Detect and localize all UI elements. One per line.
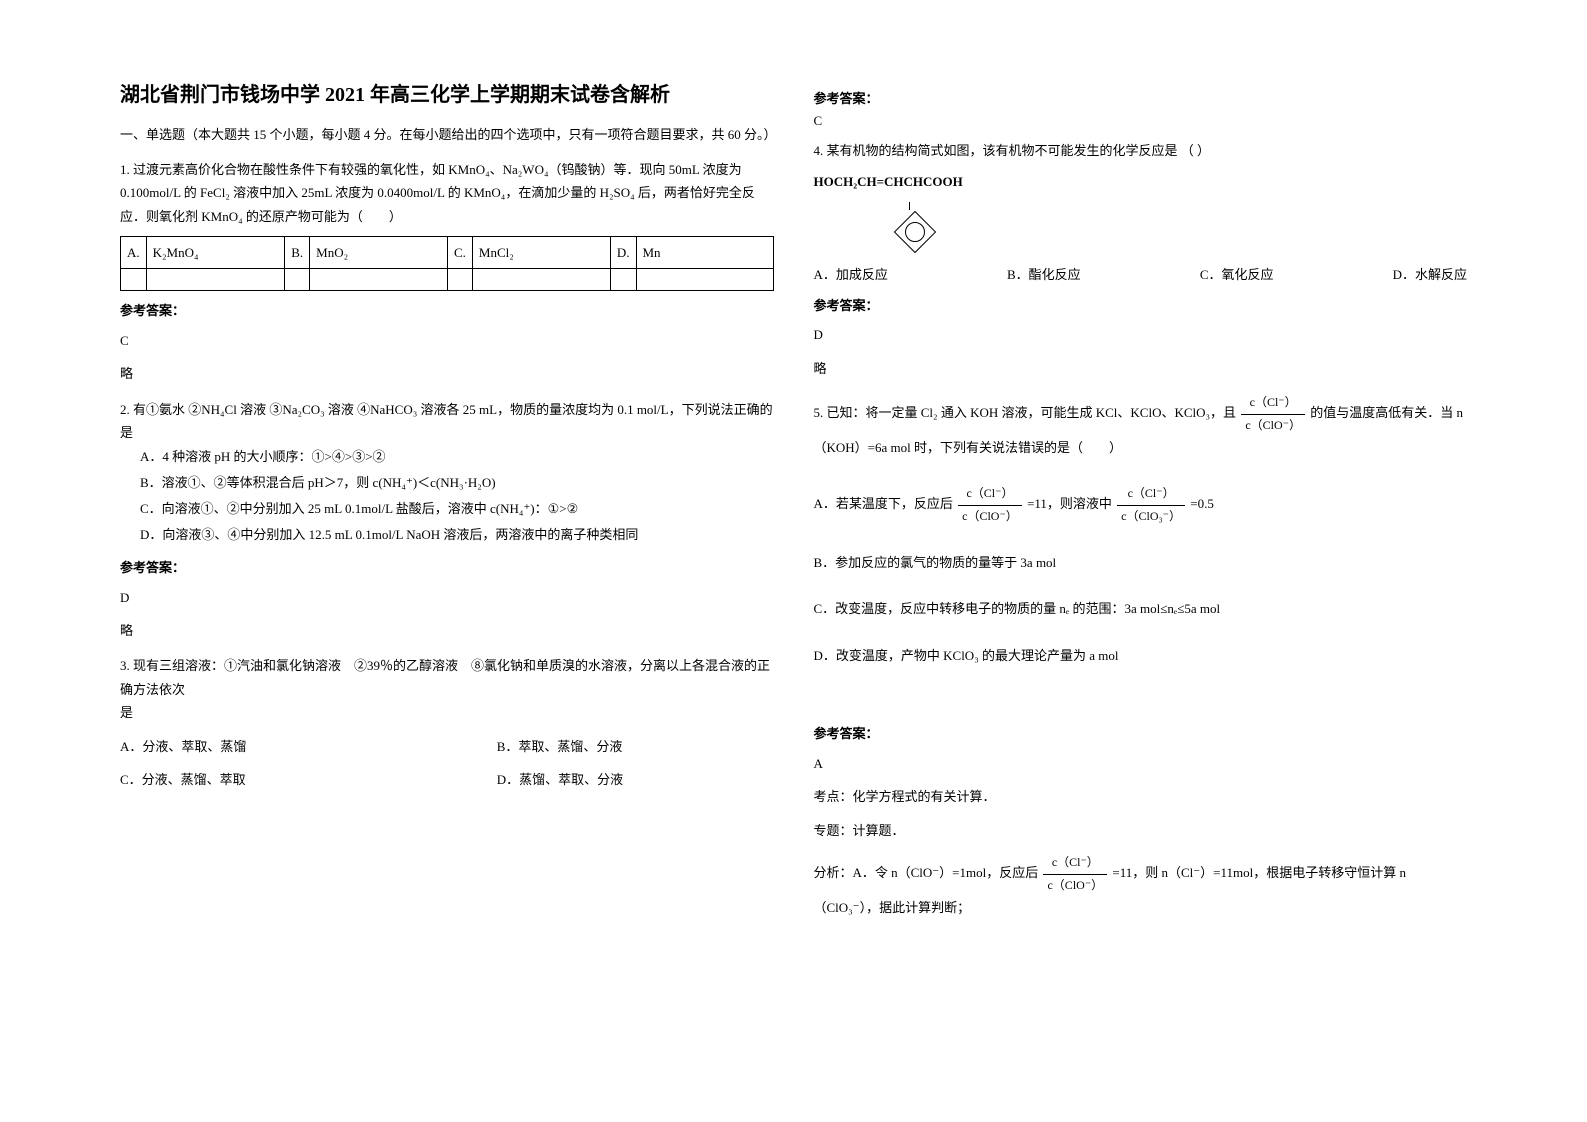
q4-optC: C．氧化反应: [1200, 263, 1274, 286]
fraction: c（Cl⁻） c（ClO⁻）: [1043, 852, 1107, 896]
q3-text2: 是: [120, 701, 774, 724]
frac-num: c（Cl⁻）: [1241, 392, 1305, 415]
cell: MnCl₂: [472, 236, 610, 268]
q5-optB: B．参加反应的氯气的物质的量等于 3a mol: [814, 551, 1468, 574]
q2-optA: A．4 种溶液 pH 的大小顺序：①>④>③>②: [140, 444, 774, 470]
q5-answer: A: [814, 752, 1468, 775]
frac-den: c（ClO⁻）: [1241, 415, 1305, 437]
q4-answer: D: [814, 323, 1468, 346]
question-2: 2. 有①氨水 ②NH₄Cl 溶液 ③Na₂CO₃ 溶液 ④NaHCO₃ 溶液各…: [120, 398, 774, 643]
cell: Mn: [636, 236, 773, 268]
exam-title: 湖北省荆门市钱场中学 2021 年高三化学上学期期末试卷含解析: [120, 80, 774, 110]
q2-explain: 略: [120, 619, 774, 642]
q5-intro: 5. 已知：将一定量 Cl₂ 通入 KOH 溶液，可能生成 KCl、KClO、K…: [814, 392, 1468, 460]
frac-den: c（ClO⁻）: [958, 506, 1022, 528]
frac-den: c（ClO₃⁻）: [1117, 506, 1185, 528]
frac-den: c（ClO⁻）: [1043, 875, 1107, 897]
q4-formula: HOCH₂CH=CHCHCOOH: [814, 174, 963, 189]
cell: A.: [121, 236, 147, 268]
left-column: 湖北省荆门市钱场中学 2021 年高三化学上学期期末试卷含解析 一、单选题（本大…: [100, 80, 794, 1082]
cell: B.: [285, 236, 310, 268]
q1-answer: C: [120, 329, 774, 352]
fraction: c（Cl⁻） c（ClO⁻）: [1241, 392, 1305, 436]
q5-optA-2: =11，则溶液中: [1027, 496, 1112, 511]
q5-optC: C．改变温度，反应中转移电子的物质的量 nₑ 的范围：3a mol≤nₑ≤5a …: [814, 597, 1468, 620]
cell: C.: [447, 236, 472, 268]
answer-label: 参考答案：: [814, 294, 1468, 317]
q1-text: 1. 过渡元素高价化合物在酸性条件下有较强的氧化性，如 KMnO₄、Na₂WO₄…: [120, 158, 774, 228]
q3-options-row1: A．分液、萃取、蒸馏 B．萃取、蒸馏、分液: [120, 735, 774, 758]
answer-label: 参考答案：: [814, 88, 1468, 107]
q5-optA: A．若某温度下，反应后 c（Cl⁻） c（ClO⁻） =11，则溶液中 c（Cl…: [814, 483, 1468, 527]
q5-intro-text: 5. 已知：将一定量 Cl₂ 通入 KOH 溶液，可能生成 KCl、KClO、K…: [814, 405, 1237, 420]
q5-optA-1: A．若某温度下，反应后: [814, 496, 953, 511]
q3-optA: A．分液、萃取、蒸馏: [120, 735, 397, 758]
cell: K₂MnO₄: [146, 236, 285, 268]
q4-options: A．加成反应 B．酯化反应 C．氧化反应 D．水解反应: [814, 263, 1468, 286]
q2-answer: D: [120, 586, 774, 609]
q1-options-table: A. K₂MnO₄ B. MnO₂ C. MnCl₂ D. Mn: [120, 236, 774, 291]
frac-num: c（Cl⁻）: [1117, 483, 1185, 506]
q3-answer: C: [814, 113, 1468, 129]
question-1: 1. 过渡元素高价化合物在酸性条件下有较强的氧化性，如 KMnO₄、Na₂WO₄…: [120, 158, 774, 386]
table-row: [121, 269, 774, 291]
q2-optC: C．向溶液①、②中分别加入 25 mL 0.1mol/L 盐酸后，溶液中 c(N…: [140, 496, 774, 522]
right-column: 参考答案： C 4. 某有机物的结构简式如图，该有机物不可能发生的化学反应是 （…: [794, 80, 1488, 1082]
question-5: 5. 已知：将一定量 Cl₂ 通入 KOH 溶液，可能生成 KCl、KClO、K…: [814, 392, 1468, 919]
question-3: 3. 现有三组溶液：①汽油和氯化钠溶液 ②39％的乙醇溶液 ⑧氯化钠和单质溴的水…: [120, 654, 774, 791]
fraction: c（Cl⁻） c（ClO₃⁻）: [1117, 483, 1185, 527]
cell: D.: [610, 236, 636, 268]
answer-label: 参考答案：: [120, 556, 774, 579]
q5-expl3: 分析：A．令 n（ClO⁻）=1mol，反应后 c（Cl⁻） c（ClO⁻） =…: [814, 852, 1468, 920]
q5-expl2: 专题：计算题．: [814, 819, 1468, 842]
fraction: c（Cl⁻） c（ClO⁻）: [958, 483, 1022, 527]
q4-explain: 略: [814, 357, 1468, 380]
q3-optC: C．分液、蒸馏、萃取: [120, 768, 397, 791]
q3-optB: B．萃取、蒸馏、分液: [497, 735, 774, 758]
q4-optA: A．加成反应: [814, 263, 888, 286]
frac-num: c（Cl⁻）: [1043, 852, 1107, 875]
q5-optD: D．改变温度，产物中 KClO₃ 的最大理论产量为 a mol: [814, 644, 1468, 667]
q5-expl1: 考点：化学方程式的有关计算．: [814, 785, 1468, 808]
q2-text: 2. 有①氨水 ②NH₄Cl 溶液 ③Na₂CO₃ 溶液 ④NaHCO₃ 溶液各…: [120, 398, 774, 445]
benzene-ring-icon: [893, 211, 935, 253]
answer-label: 参考答案：: [814, 722, 1468, 745]
q4-structure: HOCH₂CH=CHCHCOOH: [814, 170, 1468, 254]
q3-optD: D．蒸馏、萃取、分液: [497, 768, 774, 791]
q4-optD: D．水解反应: [1393, 263, 1467, 286]
q1-explain: 略: [120, 362, 774, 385]
q2-optD: D．向溶液③、④中分别加入 12.5 mL 0.1mol/L NaOH 溶液后，…: [140, 522, 774, 548]
cell: MnO₂: [310, 236, 448, 268]
table-row: A. K₂MnO₄ B. MnO₂ C. MnCl₂ D. Mn: [121, 236, 774, 268]
q3-text: 3. 现有三组溶液：①汽油和氯化钠溶液 ②39％的乙醇溶液 ⑧氯化钠和单质溴的水…: [120, 654, 774, 701]
q4-optB: B．酯化反应: [1007, 263, 1081, 286]
q2-options: A．4 种溶液 pH 的大小顺序：①>④>③>② B．溶液①、②等体积混合后 p…: [120, 444, 774, 548]
frac-num: c（Cl⁻）: [958, 483, 1022, 506]
question-4: 4. 某有机物的结构简式如图，该有机物不可能发生的化学反应是 （ ） HOCH₂…: [814, 139, 1468, 380]
q3-options-row2: C．分液、蒸馏、萃取 D．蒸馏、萃取、分液: [120, 768, 774, 791]
q2-optB: B．溶液①、②等体积混合后 pH＞7，则 c(NH₄⁺)＜c(NH₃·H₂O): [140, 470, 774, 496]
q5-expl3-1: 分析：A．令 n（ClO⁻）=1mol，反应后: [814, 865, 1039, 880]
q5-optA-3: =0.5: [1190, 496, 1214, 511]
q4-text: 4. 某有机物的结构简式如图，该有机物不可能发生的化学反应是 （ ）: [814, 139, 1468, 162]
section-heading: 一、单选题（本大题共 15 个小题，每小题 4 分。在每小题给出的四个选项中，只…: [120, 125, 774, 146]
answer-label: 参考答案：: [120, 299, 774, 322]
